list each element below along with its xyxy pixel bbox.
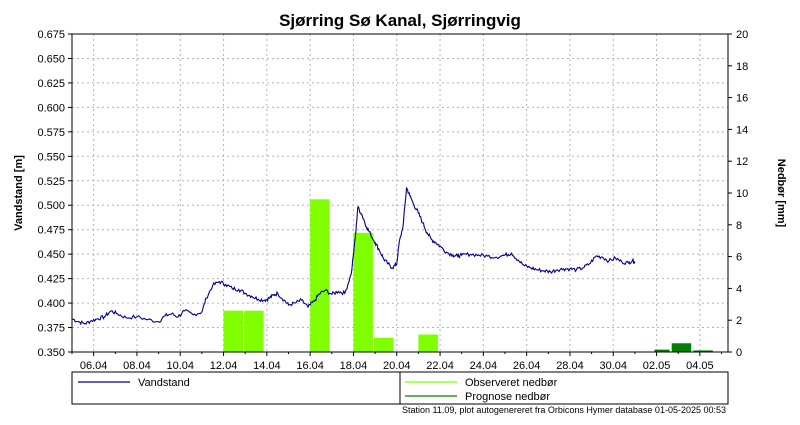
x-tick-label: 12.04	[210, 360, 238, 372]
x-tick-label: 04.05	[686, 360, 714, 372]
y-right-tick-label: 10	[736, 188, 748, 200]
y-right-tick-label: 8	[736, 220, 742, 232]
plot-area	[71, 33, 729, 353]
y-right-tick-label: 16	[736, 93, 748, 105]
observed-bar	[223, 310, 244, 352]
legend-label-observeret: Observeret nedbør	[465, 377, 558, 389]
x-tick-label: 22.04	[426, 360, 454, 372]
observed-bar	[244, 310, 264, 352]
forecast-bar	[654, 349, 670, 352]
x-axis: 06.04 08.04 10.04 12.04 14.04 16.04 18.04 20.04…	[71, 352, 723, 372]
x-tick-label: 18.04	[340, 360, 368, 372]
y-left-tick-label: 0.625	[37, 78, 65, 90]
grid	[72, 34, 728, 352]
y-left-tick-label: 0.575	[37, 127, 65, 139]
vandstand-line	[71, 187, 636, 326]
y-left-tick-label: 0.450	[37, 249, 65, 261]
y-axis-right-label: Nedbør [mm]	[775, 159, 787, 228]
y-axis-left: 0.675 0.650 0.625 0.600 0.575 0.550 0.525 0.500…	[37, 29, 72, 359]
forecast-bar	[671, 343, 692, 352]
x-tick-label: 24.04	[470, 360, 498, 372]
x-tick-label: 26.04	[513, 360, 541, 372]
y-right-tick-label: 0	[736, 347, 742, 359]
x-tick-label: 28.04	[556, 360, 584, 372]
y-left-tick-label: 0.525	[37, 176, 65, 188]
y-right-tick-label: 6	[736, 252, 742, 264]
y-right-tick-label: 20	[736, 29, 748, 41]
forecast-bar	[693, 350, 713, 352]
x-tick-label: 10.04	[166, 360, 194, 372]
y-axis-left-label: Vandstand [m]	[13, 155, 25, 231]
y-right-tick-label: 4	[736, 283, 742, 295]
x-tick-label: 14.04	[253, 360, 281, 372]
y-left-tick-label: 0.375	[37, 323, 65, 335]
legend-label-prognose: Prognose nedbør	[465, 391, 550, 403]
y-left-tick-label: 0.400	[37, 298, 65, 310]
y-right-tick-label: 18	[736, 61, 748, 73]
y-left-tick-label: 0.475	[37, 225, 65, 237]
y-right-tick-label: 2	[736, 315, 742, 327]
y-left-tick-label: 0.500	[37, 200, 65, 212]
x-tick-label: 06.04	[80, 360, 108, 372]
y-left-tick-label: 0.425	[37, 274, 65, 286]
legend-label-vandstand: Vandstand	[138, 377, 190, 389]
y-left-tick-label: 0.350	[37, 347, 65, 359]
x-tick-label: 02.05	[643, 360, 671, 372]
x-tick-label: 16.04	[296, 360, 324, 372]
y-left-tick-label: 0.550	[37, 151, 65, 163]
observed-bar	[310, 199, 330, 352]
y-left-tick-label: 0.600	[37, 102, 65, 114]
y-right-tick-label: 14	[736, 124, 748, 136]
y-right-tick-label: 12	[736, 156, 748, 168]
x-tick-label: 20.04	[383, 360, 411, 372]
water-level-series	[71, 187, 636, 326]
y-left-tick-label: 0.650	[37, 53, 65, 65]
chart-title: Sjørring Sø Kanal, Sjørringvig	[279, 11, 521, 30]
x-tick-label: 30.04	[599, 360, 627, 372]
observed-bar	[353, 232, 373, 352]
precipitation-bars	[223, 199, 713, 352]
footer-note: Station 11.09, plot autogenereret fra Or…	[402, 405, 726, 415]
legend: Vandstand Observeret nedbør Prognose ned…	[71, 371, 729, 405]
x-tick-label: 08.04	[123, 360, 151, 372]
y-left-tick-label: 0.675	[37, 29, 65, 41]
observed-bar	[374, 337, 394, 352]
observed-bar	[418, 334, 438, 352]
